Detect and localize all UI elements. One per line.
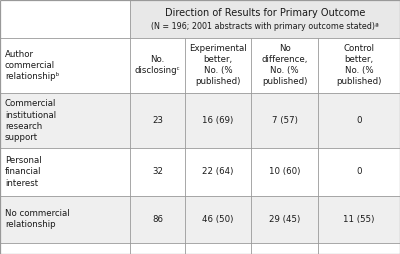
Bar — [0, 93, 130, 148]
Text: Direction of Results for Primary Outcome: Direction of Results for Primary Outcome — [165, 8, 365, 18]
Bar — [185, 148, 251, 196]
Text: Control
better,
No. (%
published): Control better, No. (% published) — [336, 44, 382, 86]
Bar — [130, 38, 185, 93]
Text: Author
commercial
relationshipᵇ: Author commercial relationshipᵇ — [5, 50, 59, 81]
Text: 0: 0 — [356, 167, 362, 177]
Bar — [318, 38, 400, 93]
Bar — [318, 196, 400, 243]
Bar — [130, 93, 185, 148]
Text: 46 (50): 46 (50) — [202, 215, 234, 224]
Bar — [185, 38, 251, 93]
Text: 86: 86 — [152, 215, 163, 224]
Bar — [251, 148, 318, 196]
Bar — [130, 196, 185, 243]
Text: 23: 23 — [152, 116, 163, 125]
Text: No
difference,
No. (%
published): No difference, No. (% published) — [262, 44, 308, 86]
Bar — [0, 38, 130, 93]
Bar — [130, 148, 185, 196]
Text: Commercial
institutional
research
support: Commercial institutional research suppor… — [5, 100, 56, 142]
Text: 29 (45): 29 (45) — [269, 215, 300, 224]
Bar — [130, 0, 400, 38]
Bar — [0, 148, 130, 196]
Bar — [185, 196, 251, 243]
Text: 32: 32 — [152, 167, 163, 177]
Text: No.
disclosingᶜ: No. disclosingᶜ — [134, 55, 180, 75]
Text: Personal
financial
interest: Personal financial interest — [5, 156, 42, 187]
Text: 11 (55): 11 (55) — [343, 215, 375, 224]
Bar — [0, 196, 130, 243]
Text: 0: 0 — [356, 116, 362, 125]
Text: 7 (57): 7 (57) — [272, 116, 298, 125]
Bar — [251, 93, 318, 148]
Bar — [251, 38, 318, 93]
Bar — [0, 0, 130, 38]
Text: 16 (69): 16 (69) — [202, 116, 234, 125]
Text: Experimental
better,
No. (%
published): Experimental better, No. (% published) — [189, 44, 247, 86]
Bar — [318, 93, 400, 148]
Bar — [318, 148, 400, 196]
Text: 10 (60): 10 (60) — [269, 167, 300, 177]
Text: (N = 196; 2001 abstracts with primary outcome stated)ª: (N = 196; 2001 abstracts with primary ou… — [151, 22, 379, 31]
Text: 22 (64): 22 (64) — [202, 167, 234, 177]
Bar — [251, 196, 318, 243]
Text: No commercial
relationship: No commercial relationship — [5, 209, 70, 229]
Bar — [185, 93, 251, 148]
